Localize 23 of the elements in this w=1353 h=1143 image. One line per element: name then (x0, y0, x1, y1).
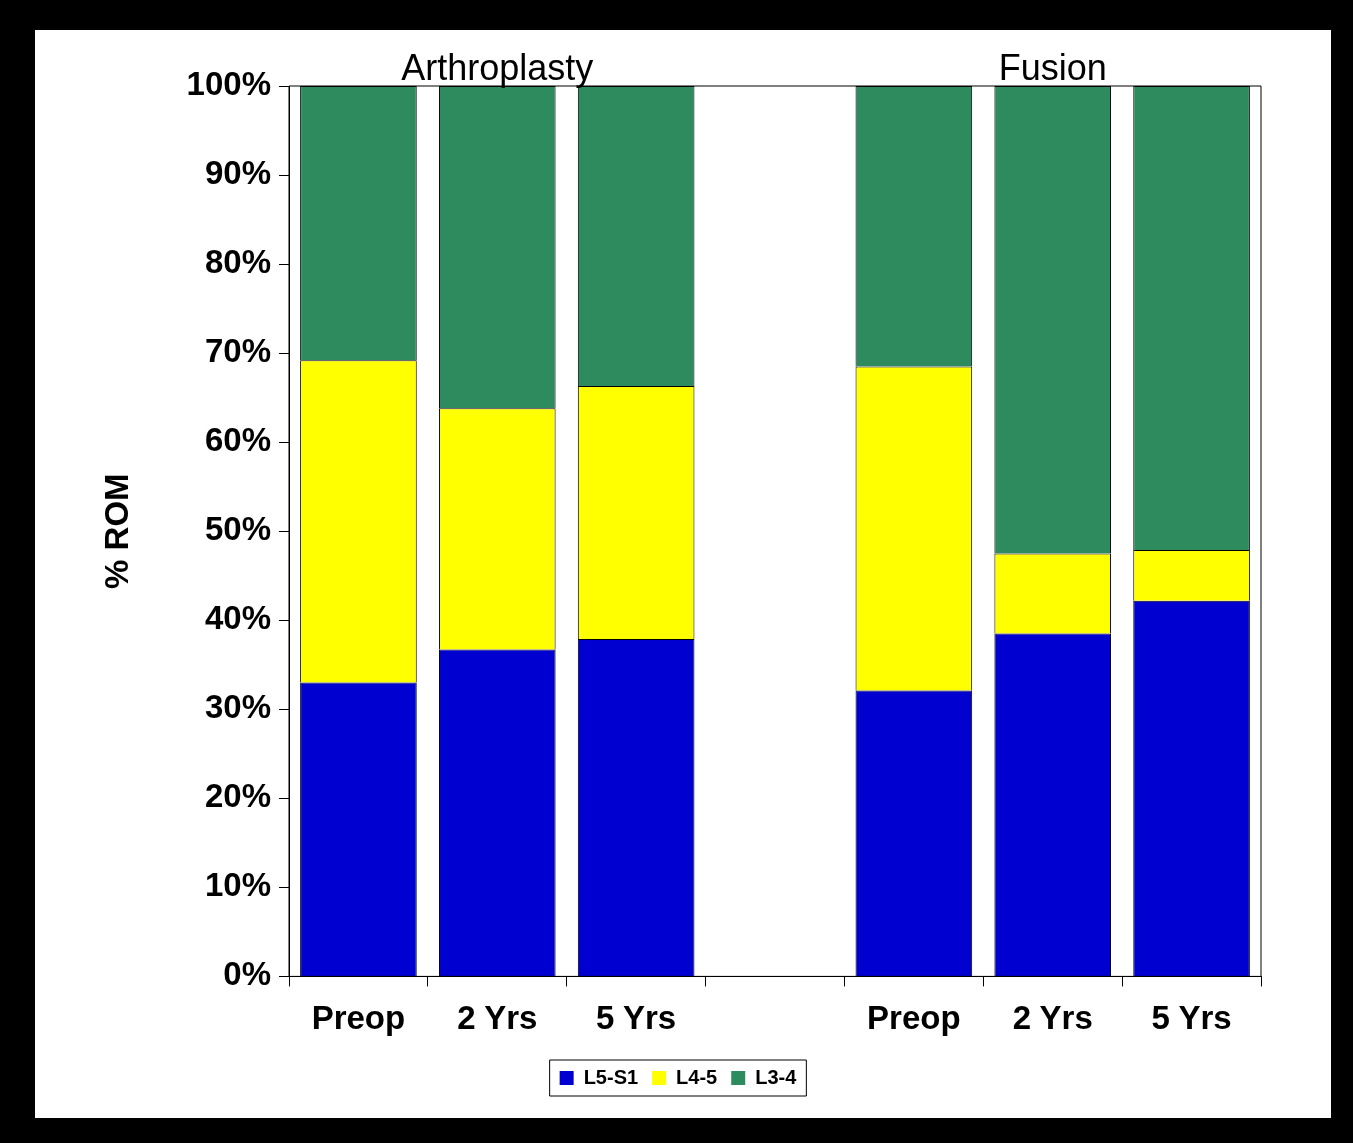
y-axis-title: % ROM (97, 473, 135, 589)
y-tick-label: 60% (204, 421, 271, 459)
x-tick-label: 5 Yrs (1151, 999, 1232, 1037)
annotation: Arthroplasty (401, 46, 594, 88)
x-tick-label: 2 Yrs (1012, 999, 1093, 1037)
legend-label: L3-4 (755, 1065, 798, 1088)
y-tick-label: 30% (204, 688, 271, 726)
y-tick-label: 10% (204, 866, 271, 904)
x-tick-label: 5 Yrs (596, 999, 677, 1037)
y-tick-label: 0% (223, 955, 271, 993)
y-tick-label: 70% (204, 332, 271, 370)
legend-label: L5-S1 (583, 1065, 639, 1088)
y-tick-label: 80% (204, 243, 271, 281)
y-tick-label: 100% (186, 65, 271, 103)
y-tick-label: 40% (204, 599, 271, 637)
x-tick-label: Preop (311, 999, 406, 1037)
annotation: Fusion (998, 46, 1107, 88)
x-tick-label: Preop (867, 999, 961, 1037)
y-tick-label: 20% (204, 777, 271, 815)
x-tick-label: 2 Yrs (457, 999, 538, 1037)
y-tick-label: 90% (204, 154, 271, 192)
y-tick-label: 50% (204, 510, 271, 548)
legend-label: L4-5 (676, 1065, 718, 1088)
